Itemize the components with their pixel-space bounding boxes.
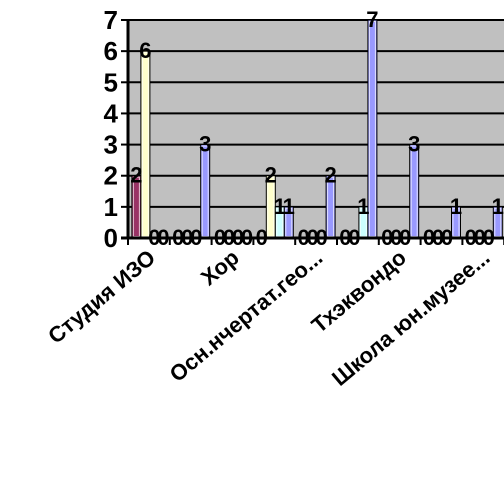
data-label: 0 bbox=[390, 225, 402, 250]
data-label: 0 bbox=[465, 225, 477, 250]
plot-area bbox=[128, 20, 504, 238]
gridlines bbox=[121, 19, 504, 239]
y-tick-label: 6 bbox=[104, 36, 118, 66]
data-labels: 2600000300000211000200170003000100010000 bbox=[130, 7, 504, 250]
data-label: 7 bbox=[366, 7, 378, 32]
data-label: 0 bbox=[315, 225, 327, 250]
data-label: 1 bbox=[274, 194, 286, 219]
data-label: 0 bbox=[423, 225, 435, 250]
y-tick-label: 1 bbox=[104, 192, 118, 222]
data-label: 0 bbox=[256, 225, 268, 250]
data-label: 0 bbox=[381, 225, 393, 250]
plot-background bbox=[128, 20, 504, 238]
y-tick-label: 5 bbox=[104, 67, 118, 97]
data-label: 0 bbox=[348, 225, 360, 250]
y-tick-label: 7 bbox=[104, 5, 118, 35]
y-tick-label: 4 bbox=[104, 98, 119, 128]
data-label: 3 bbox=[408, 132, 420, 157]
data-label: 2 bbox=[265, 163, 277, 188]
data-label: 0 bbox=[181, 225, 193, 250]
y-tick-label: 2 bbox=[104, 161, 118, 191]
category-label: Осн.нчертат.гео... bbox=[165, 245, 328, 387]
data-label: 2 bbox=[324, 163, 336, 188]
data-label: 0 bbox=[214, 225, 226, 250]
data-label: 0 bbox=[297, 225, 309, 250]
data-label: 0 bbox=[241, 225, 253, 250]
data-label: 0 bbox=[190, 225, 202, 250]
data-label: 0 bbox=[432, 225, 444, 250]
data-label: 0 bbox=[306, 225, 318, 250]
data-label: 0 bbox=[474, 225, 486, 250]
category-label: Школа юн.музее... bbox=[327, 245, 494, 391]
data-label: 6 bbox=[139, 38, 151, 63]
data-label: 1 bbox=[283, 194, 295, 219]
category-label: Студия ИЗО bbox=[43, 245, 160, 349]
data-label: 1 bbox=[492, 194, 504, 219]
data-label: 0 bbox=[157, 225, 169, 250]
data-label: 2 bbox=[130, 163, 142, 188]
y-tick-label: 3 bbox=[104, 130, 118, 160]
y-tick-label: 0 bbox=[104, 223, 118, 253]
data-label: 0 bbox=[223, 225, 235, 250]
bars bbox=[131, 19, 503, 239]
axes bbox=[121, 20, 504, 245]
data-label: 0 bbox=[399, 225, 411, 250]
data-label: 0 bbox=[483, 225, 495, 250]
data-label: 0 bbox=[339, 225, 351, 250]
data-label: 0 bbox=[148, 225, 160, 250]
data-label: 1 bbox=[357, 194, 369, 219]
data-label: 3 bbox=[199, 132, 211, 157]
data-label: 1 bbox=[450, 194, 462, 219]
category-label: Хор bbox=[196, 245, 244, 291]
data-label: 0 bbox=[172, 225, 184, 250]
category-labels: Студия ИЗО ХорОсн.нчертат.гео...Тхэквондо… bbox=[43, 245, 494, 391]
data-label: 0 bbox=[441, 225, 453, 250]
data-label: 0 bbox=[232, 225, 244, 250]
